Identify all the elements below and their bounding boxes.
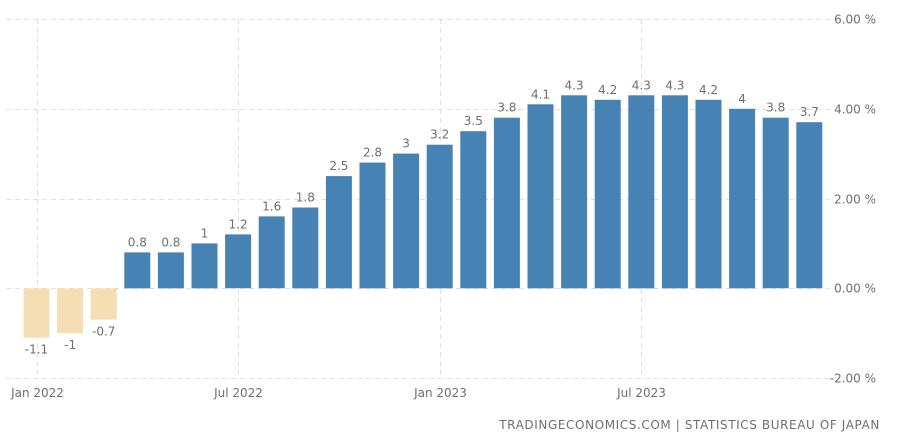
bar xyxy=(729,108,756,289)
x-axis: Jan 2022 Jul 2022 Jan 2023 Jul 2023 xyxy=(10,386,666,400)
data-labels: -1.1 -1 -0.7 0.8 0.8 1 1.2 1.6 1.8 2.5 2.8 3 3.2 3.5 3… xyxy=(25,78,819,356)
data-label: 0.8 xyxy=(161,235,180,249)
source-credit: TRADINGECONOMICS.COM | STATISTICS BUREAU… xyxy=(499,418,880,432)
data-label: 4.3 xyxy=(632,78,651,92)
data-label: 1 xyxy=(201,226,209,240)
data-label: 4.3 xyxy=(565,78,584,92)
bar xyxy=(561,95,588,289)
gridlines xyxy=(6,19,830,379)
data-label: 3 xyxy=(402,137,410,151)
bar xyxy=(661,95,688,289)
y-tick-label: 0.00 % xyxy=(834,282,876,296)
bar xyxy=(57,288,84,334)
bar xyxy=(393,153,420,289)
data-label: 2.8 xyxy=(363,146,382,160)
data-label: 1.6 xyxy=(262,199,281,213)
x-tick-label: Jul 2022 xyxy=(213,386,263,400)
bar xyxy=(225,234,252,289)
bar xyxy=(594,99,621,289)
data-label: 0.8 xyxy=(128,235,147,249)
data-label: -0.7 xyxy=(92,325,115,339)
x-tick-label: Jan 2022 xyxy=(10,386,64,400)
bar xyxy=(762,117,789,289)
bar xyxy=(23,288,50,338)
data-label: 2.5 xyxy=(329,159,348,173)
y-tick-label: 6.00 % xyxy=(834,13,876,27)
data-label: 1.2 xyxy=(229,217,248,231)
bar xyxy=(191,243,218,289)
bar xyxy=(157,252,184,289)
data-label: -1.1 xyxy=(25,343,48,357)
data-label: 4.2 xyxy=(598,83,617,97)
bars xyxy=(23,95,823,338)
bar xyxy=(460,131,487,289)
data-label: 3.7 xyxy=(800,105,819,119)
bar xyxy=(527,104,554,289)
bar xyxy=(359,162,386,289)
bar xyxy=(695,99,722,289)
data-label: 1.8 xyxy=(296,191,315,205)
data-label: 3.2 xyxy=(430,128,449,142)
data-label: 4.2 xyxy=(699,83,718,97)
bar xyxy=(292,207,319,289)
data-label: 3.8 xyxy=(497,101,516,115)
y-tick-label: -2.00 % xyxy=(830,372,876,386)
x-tick-label: Jan 2023 xyxy=(413,386,467,400)
y-tick-label: 4.00 % xyxy=(834,103,876,117)
bar xyxy=(628,95,655,289)
data-label: 3.5 xyxy=(464,114,483,128)
bar xyxy=(90,288,117,320)
data-label: 4.3 xyxy=(665,78,684,92)
bar xyxy=(426,144,453,289)
data-label: 4 xyxy=(738,92,746,106)
bar xyxy=(124,252,151,289)
data-label: -1 xyxy=(64,338,76,352)
data-label: 3.8 xyxy=(766,101,785,115)
bar xyxy=(796,122,823,289)
x-tick-label: Jul 2023 xyxy=(616,386,666,400)
bar xyxy=(258,216,285,289)
y-tick-label: 2.00 % xyxy=(834,193,876,207)
bar xyxy=(325,176,352,289)
data-label: 4.1 xyxy=(531,87,550,101)
bar xyxy=(493,117,520,289)
y-axis: 6.00 % 4.00 % 2.00 % 0.00 % -2.00 % xyxy=(830,13,876,386)
